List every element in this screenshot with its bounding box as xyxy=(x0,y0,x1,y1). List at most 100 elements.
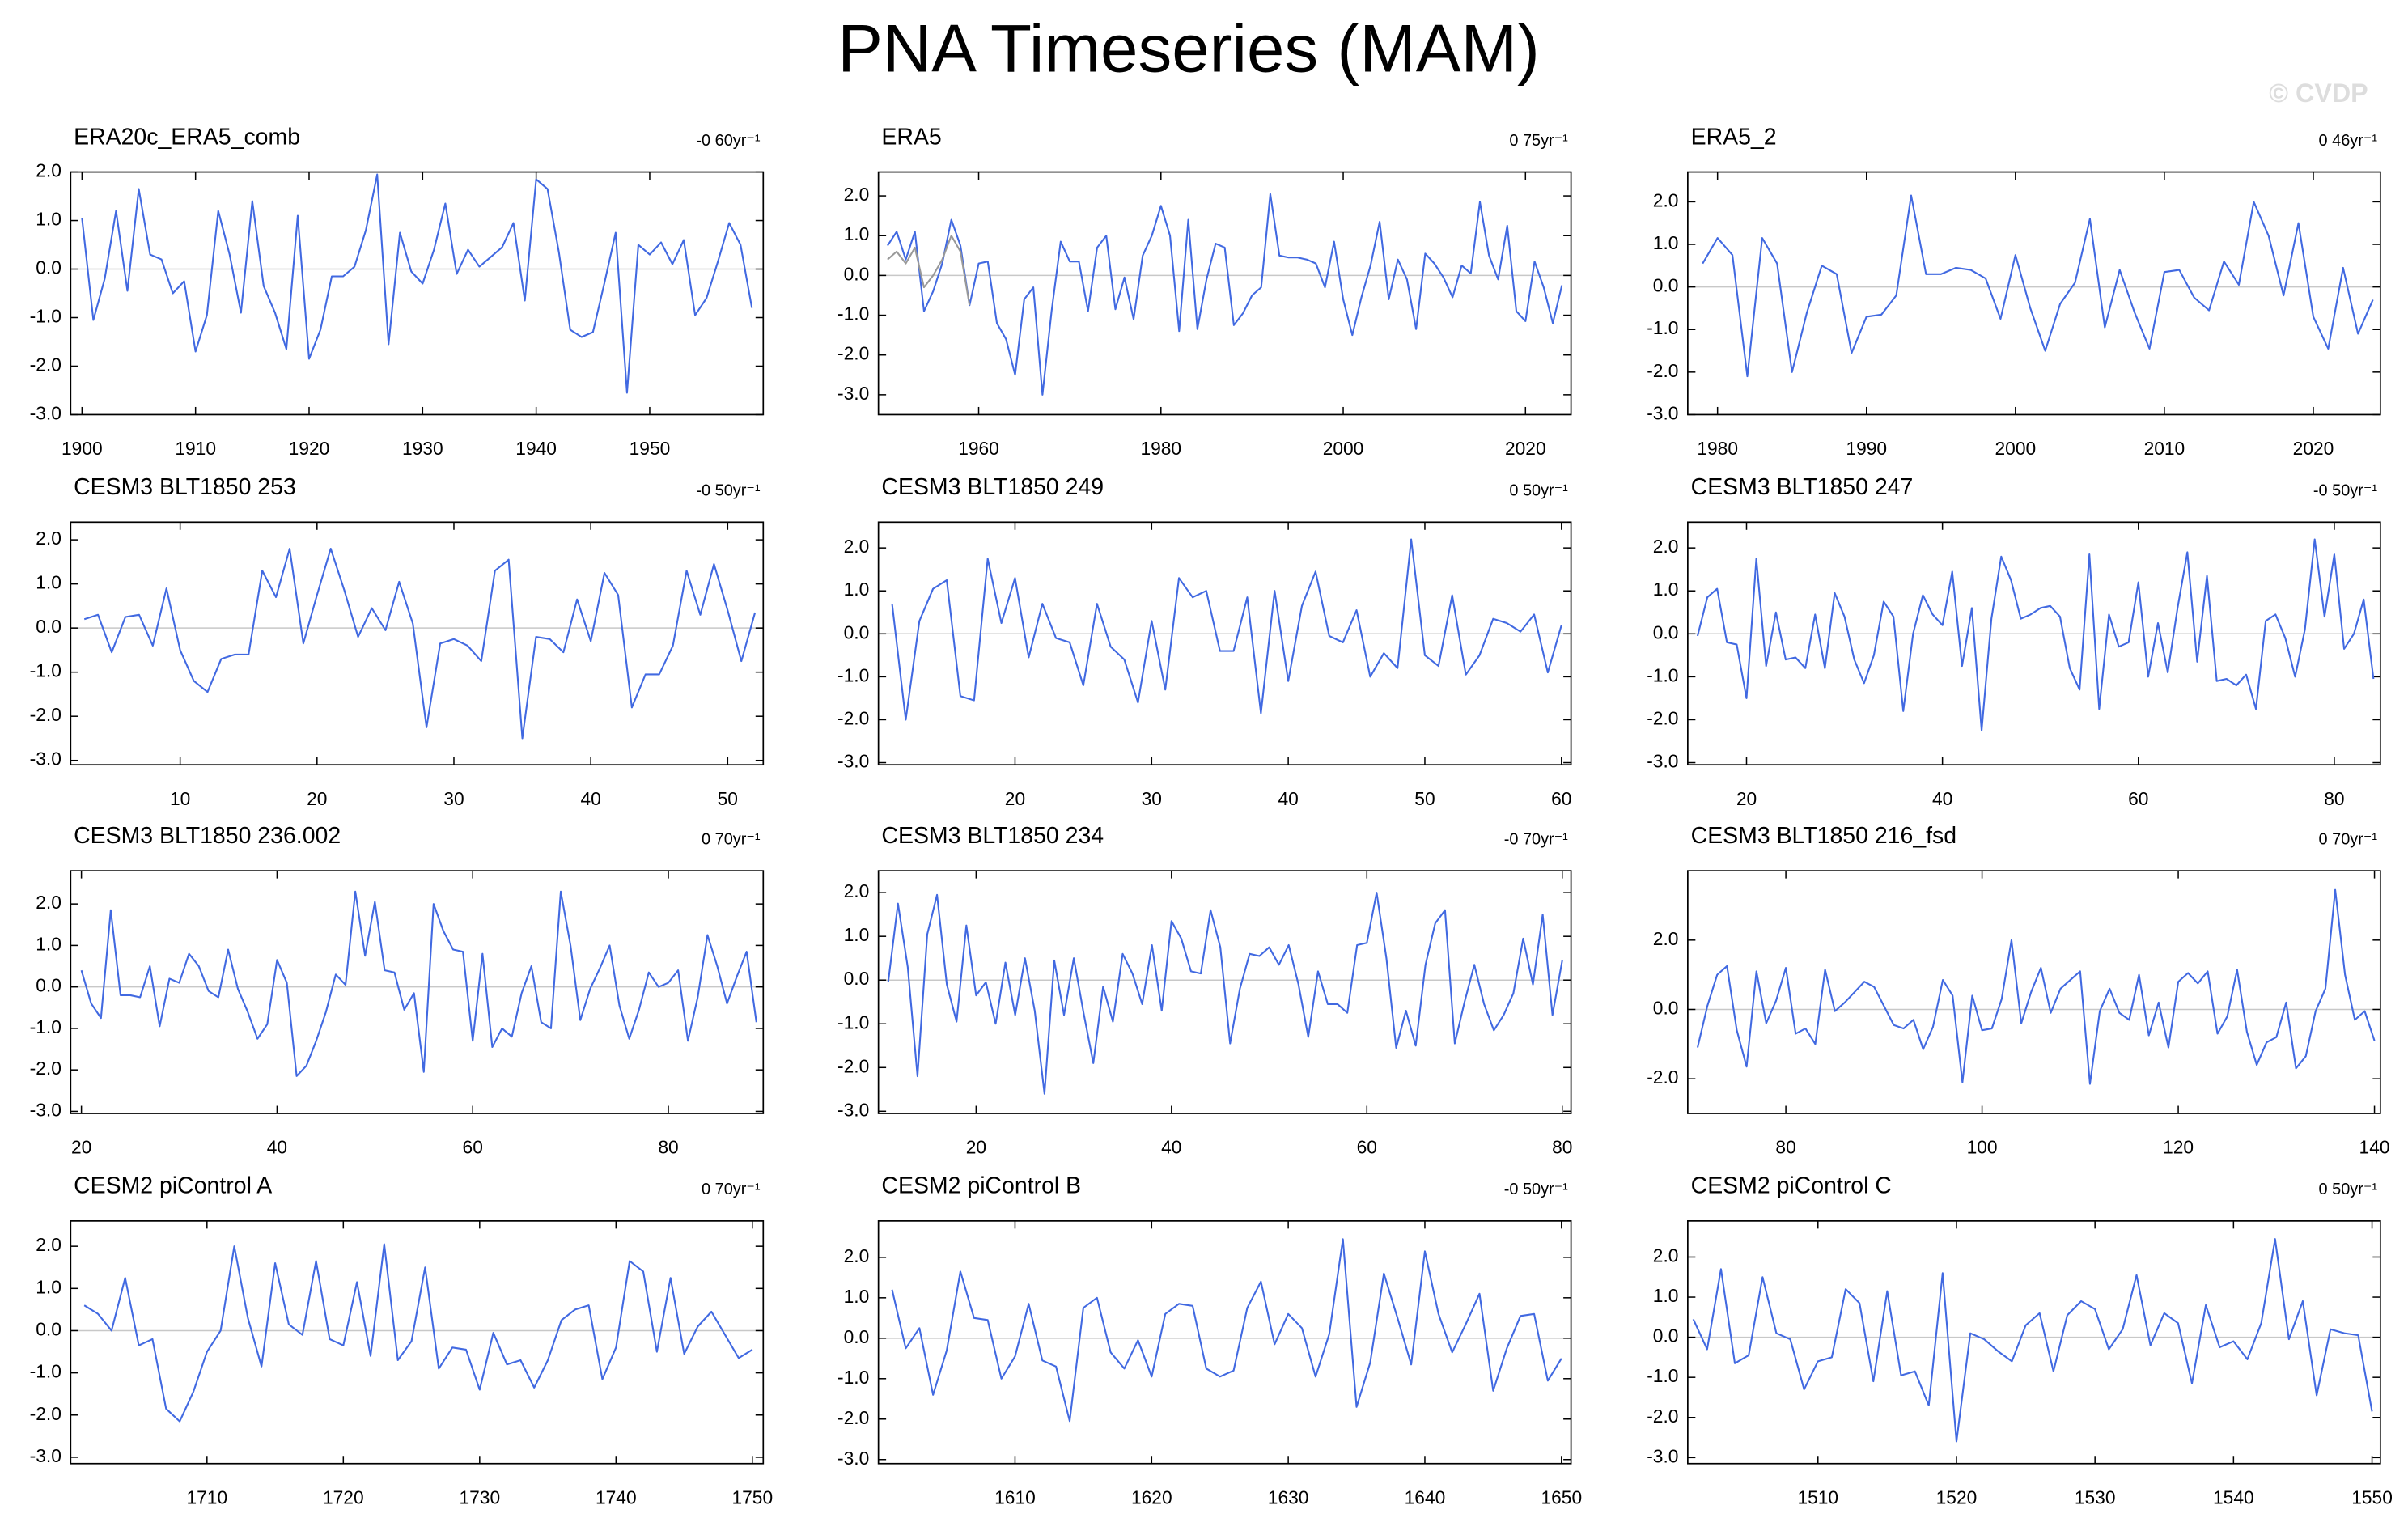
trend-annotation: 0 75yr⁻¹ xyxy=(1509,132,1568,150)
x-tick-label: 1630 xyxy=(1268,1486,1309,1507)
y-tick-label: 2.0 xyxy=(1653,536,1679,557)
trend-annotation: -0 50yr⁻¹ xyxy=(1504,1181,1568,1198)
panel-title: CESM3 BLT1850 234 xyxy=(881,823,1104,849)
series-line xyxy=(80,890,757,1077)
y-tick-label: 0.0 xyxy=(1653,1325,1679,1346)
y-tick-label: -2.0 xyxy=(1647,707,1678,728)
x-tick-label: 1650 xyxy=(1541,1486,1582,1507)
y-tick-label: 0.0 xyxy=(844,968,870,989)
y-tick-label: 2.0 xyxy=(36,528,61,549)
series-line xyxy=(81,173,753,394)
y-tick-label: 0.0 xyxy=(36,975,61,996)
watermark: © CVDP xyxy=(2269,78,2368,108)
x-tick-label: 20 xyxy=(966,1137,986,1158)
trend-annotation: 0 50yr⁻¹ xyxy=(2319,1181,2378,1198)
y-tick-label: 2.0 xyxy=(1653,928,1679,949)
y-tick-label: -3.0 xyxy=(837,751,869,772)
y-tick-label: 1.0 xyxy=(844,579,870,600)
x-tick-label: 1620 xyxy=(1131,1486,1172,1507)
plot-frame xyxy=(1686,870,2381,1114)
x-tick-label: 40 xyxy=(1161,1137,1181,1158)
y-tick-label: -2.0 xyxy=(837,1407,869,1428)
panel-title: CESM3 BLT1850 253 xyxy=(74,474,296,500)
y-tick-label: -1.0 xyxy=(1647,1365,1678,1386)
panel-title: ERA5_2 xyxy=(1691,124,1777,150)
x-tick-label: 60 xyxy=(1357,1137,1377,1158)
y-tick-label: -1.0 xyxy=(1647,317,1678,338)
x-tick-label: 2020 xyxy=(2293,438,2334,459)
x-tick-label: 1610 xyxy=(994,1486,1036,1507)
x-tick-label: 1710 xyxy=(186,1486,227,1507)
x-tick-label: 140 xyxy=(2359,1137,2390,1158)
y-tick-label: 1.0 xyxy=(36,1276,61,1297)
x-tick-label: 2020 xyxy=(1505,438,1546,459)
x-tick-label: 40 xyxy=(580,788,600,809)
plot-frame xyxy=(70,171,765,416)
y-tick-label: 1.0 xyxy=(1653,232,1679,253)
x-tick-label: 1980 xyxy=(1697,438,1738,459)
y-tick-label: -2.0 xyxy=(1647,1406,1678,1427)
x-tick-label: 80 xyxy=(658,1137,678,1158)
y-tick-label: -2.0 xyxy=(837,707,869,728)
x-tick-label: 1980 xyxy=(1140,438,1181,459)
y-tick-label: 1.0 xyxy=(36,572,61,593)
y-tick-label: 2.0 xyxy=(1653,1245,1679,1266)
x-tick-label: 1930 xyxy=(402,438,443,459)
y-tick-label: -2.0 xyxy=(30,704,61,725)
x-tick-label: 1750 xyxy=(731,1486,773,1507)
plot-frame xyxy=(877,171,1572,416)
x-tick-label: 1550 xyxy=(2351,1486,2393,1507)
x-tick-label: 2010 xyxy=(2144,438,2185,459)
series-line xyxy=(1702,194,2374,378)
x-tick-label: 2000 xyxy=(1323,438,1364,459)
y-tick-label: -2.0 xyxy=(30,354,61,375)
x-tick-label: 100 xyxy=(1967,1137,1998,1158)
y-tick-label: 0.0 xyxy=(844,1326,870,1347)
y-tick-label: 1.0 xyxy=(1653,579,1679,600)
y-tick-label: -2.0 xyxy=(1647,360,1678,381)
series-line xyxy=(1696,888,2376,1085)
panel-title: ERA5 xyxy=(881,124,941,150)
x-tick-label: 10 xyxy=(170,788,190,809)
trend-annotation: 0 70yr⁻¹ xyxy=(2319,830,2378,848)
y-tick-label: -2.0 xyxy=(837,1055,869,1076)
x-tick-label: 1530 xyxy=(2075,1486,2116,1507)
y-tick-label: -3.0 xyxy=(30,1445,61,1466)
trend-annotation: -0 70yr⁻¹ xyxy=(1504,830,1568,848)
y-tick-label: -1.0 xyxy=(1647,664,1678,685)
y-tick-label: -1.0 xyxy=(30,306,61,327)
x-tick-label: 1540 xyxy=(2213,1486,2254,1507)
x-tick-label: 50 xyxy=(1414,788,1435,809)
panel-title: ERA20c_ERA5_comb xyxy=(74,124,300,150)
x-tick-label: 20 xyxy=(307,788,327,809)
x-tick-label: 1940 xyxy=(515,438,557,459)
y-tick-label: -1.0 xyxy=(837,303,869,324)
x-tick-label: 80 xyxy=(2324,788,2344,809)
series-line xyxy=(891,538,1562,721)
x-tick-label: 40 xyxy=(267,1137,287,1158)
panel-title: CESM2 piControl C xyxy=(1691,1173,1892,1199)
y-tick-label: 1.0 xyxy=(1653,1285,1679,1306)
series-line xyxy=(1692,1238,2373,1443)
y-tick-label: 1.0 xyxy=(844,924,870,945)
y-tick-label: 0.0 xyxy=(844,621,870,642)
y-tick-label: 0.0 xyxy=(844,263,870,284)
x-tick-label: 1990 xyxy=(1846,438,1887,459)
x-tick-label: 80 xyxy=(1775,1137,1795,1158)
figure-title: PNA Timeseries (MAM) xyxy=(837,10,1540,86)
plot-frame xyxy=(70,870,765,1114)
plot-frame xyxy=(877,521,1572,766)
panel-title: CESM3 BLT1850 247 xyxy=(1691,474,1914,500)
y-tick-label: 2.0 xyxy=(36,1234,61,1255)
y-tick-label: 2.0 xyxy=(844,1245,870,1266)
y-tick-label: 1.0 xyxy=(844,223,870,244)
x-tick-label: 1510 xyxy=(1797,1486,1838,1507)
x-tick-label: 120 xyxy=(2163,1137,2194,1158)
y-tick-label: 0.0 xyxy=(1653,621,1679,642)
x-tick-label: 1900 xyxy=(61,438,103,459)
y-tick-label: 2.0 xyxy=(844,880,870,901)
plot-frame xyxy=(877,870,1572,1114)
series-line xyxy=(891,1238,1562,1423)
panel-title: CESM2 piControl A xyxy=(74,1173,272,1199)
x-tick-label: 1960 xyxy=(958,438,999,459)
